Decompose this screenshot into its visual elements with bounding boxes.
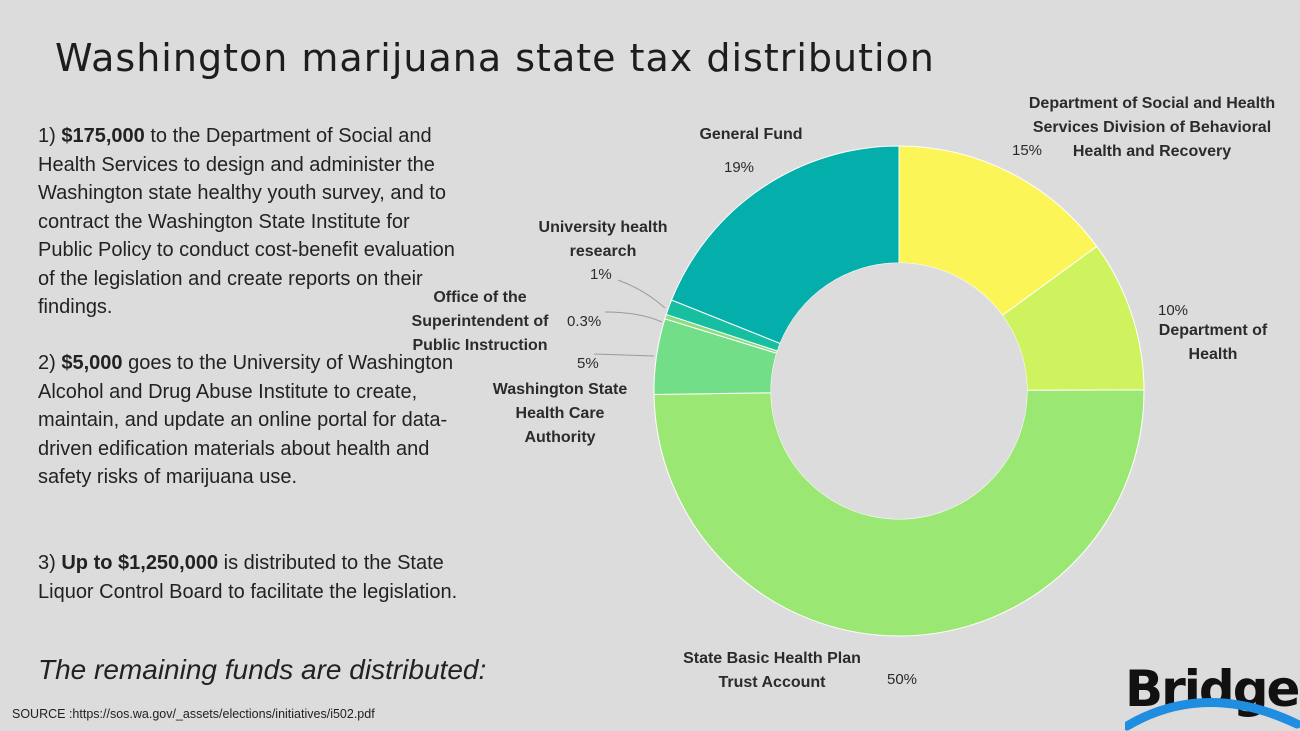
bridge-logo: Bridge [1125,660,1300,731]
pct-basic-health-plan: 50% [887,671,918,688]
label-general-fund: General Fund [699,126,803,143]
label-dept-health: Department of Health [1158,322,1268,363]
label-dshs: Department of Social and Health Services… [1028,95,1276,160]
label-basic-health-plan: State Basic Health Plan Trust Account [683,650,861,691]
pct-dept-health: 10% [1158,302,1189,319]
label-university-research: University health research [538,219,668,260]
bridge-arc-icon [1125,698,1300,731]
leader-line-superintendent [604,311,663,323]
pct-dshs: 15% [1012,142,1043,159]
paragraph-3-amount: Up to $1,250,000 [61,552,219,574]
pct-general-fund: 19% [724,159,755,176]
pct-superintendent: 0.3% [567,313,602,330]
paragraph-3: 3) Up to $1,250,000 is distributed to th… [38,549,458,606]
page-title: Washington marijuana state tax distribut… [55,36,935,80]
paragraph-2-number: 2) [38,352,56,374]
paragraph-1-amount: $175,000 [61,125,145,147]
donut-hole [771,263,1027,519]
paragraph-2-amount: $5,000 [61,352,123,374]
paragraph-2: 2) $5,000 goes to the University of Wash… [38,349,458,492]
pct-university-research: 1% [590,266,612,283]
remaining-funds-caption: The remaining funds are distributed: [38,654,487,685]
leader-line-health-care-authority [593,353,655,357]
paragraph-1-text: to the Department of Social and Health S… [38,125,455,318]
source-note: SOURCE :https://sos.wa.gov/_assets/elect… [12,707,375,721]
paragraph-1: 1) $175,000 to the Department of Social … [38,122,458,322]
paragraph-3-number: 3) [38,552,56,574]
slice-2 [653,389,1145,637]
paragraph-1-number: 1) [38,125,56,147]
label-superintendent: Office of the Superintendent of Public I… [411,289,549,354]
paragraph-2-text: goes to the University of Washington Alc… [38,352,454,488]
paragraph-3-text: is distributed to the State Liquor Contr… [38,552,458,603]
label-health-care-authority: Washington State Health Care Authority [492,381,628,446]
pct-health-care-authority: 5% [577,355,599,372]
leader-line-university [617,279,666,309]
